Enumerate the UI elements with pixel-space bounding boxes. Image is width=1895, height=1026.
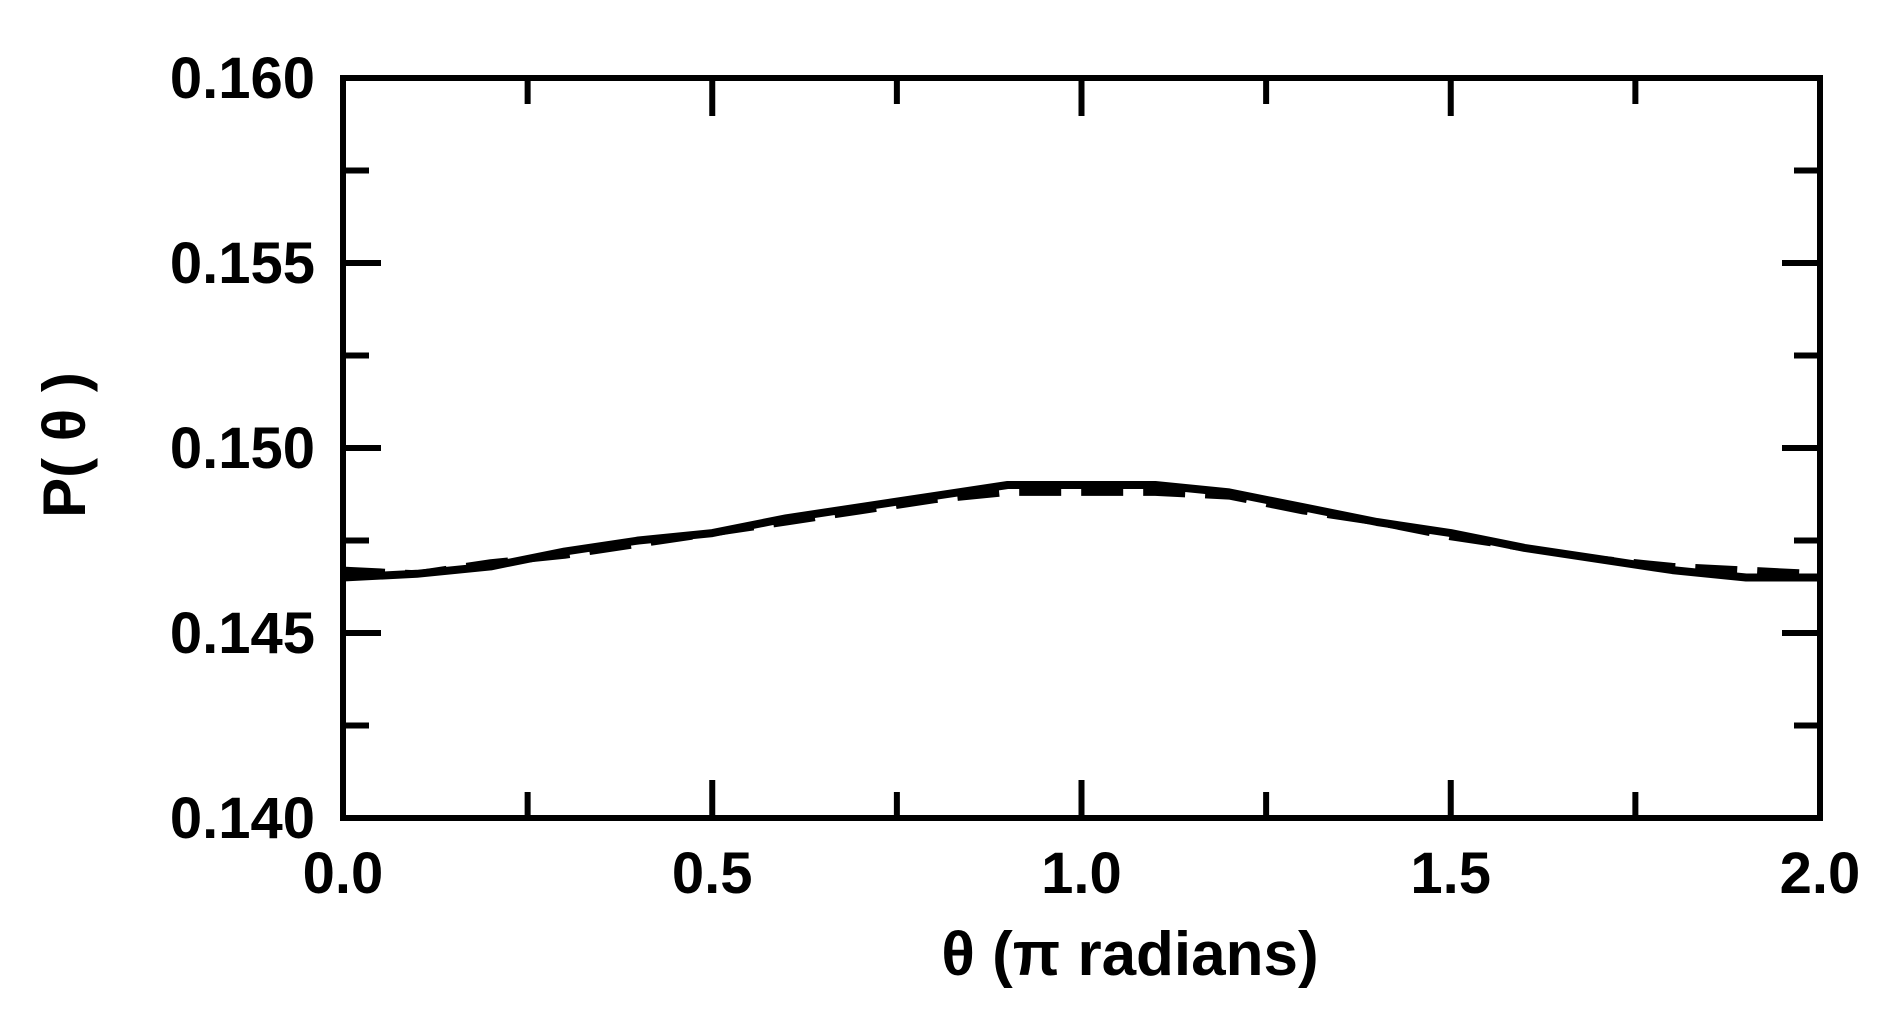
y-axis-title-text: P( θ ) — [31, 372, 98, 518]
y-axis-title: P( θ ) — [31, 372, 98, 518]
x-tick-label-2: 1.0 — [1041, 841, 1122, 906]
y-tick-label-4: 0.160 — [170, 46, 315, 111]
series-layer — [342, 481, 1821, 582]
series-line-1 — [342, 481, 1820, 582]
x-tick-label-3: 1.5 — [1410, 841, 1491, 906]
y-tick-label-2: 0.150 — [170, 416, 315, 481]
y-tick-label-1: 0.145 — [170, 601, 315, 666]
x-tick-label-0: 0.0 — [303, 841, 384, 906]
x-tick-label-1: 0.5 — [672, 841, 753, 906]
plot-frame — [340, 75, 1823, 821]
x-tick-label-4: 2.0 — [1780, 841, 1861, 906]
series-line-2 — [342, 488, 1821, 578]
ticks-layer — [340, 75, 1823, 821]
y-tick-label-0: 0.140 — [170, 786, 315, 851]
labels-layer: 0.0 0.5 1.0 1.5 2.0 0.140 0.145 0.150 0.155 0.160 — [170, 46, 1860, 906]
y-tick-label-3: 0.155 — [170, 231, 315, 296]
x-axis-title: θ (π radians) — [941, 920, 1318, 989]
x-axis-title-text: θ (π radians) — [941, 920, 1318, 989]
